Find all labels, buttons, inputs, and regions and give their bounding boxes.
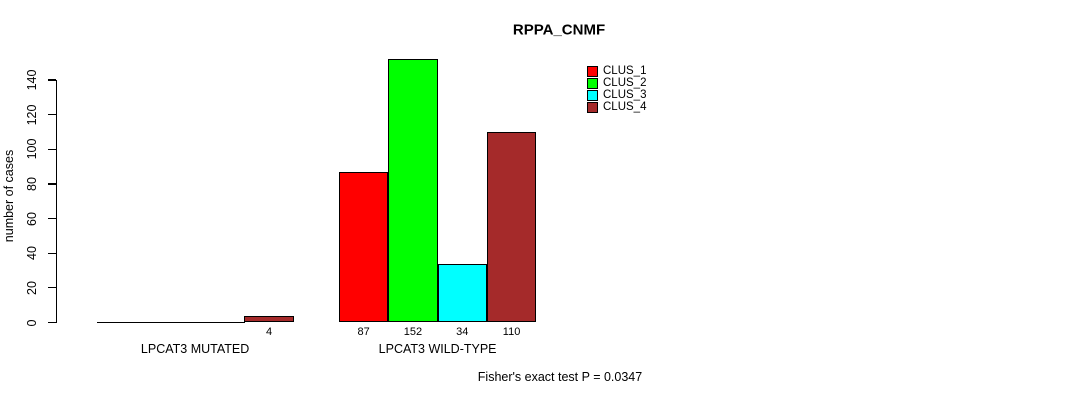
legend-item-clus_1: CLUS_1	[587, 65, 646, 77]
bar-clus_2-group1	[388, 59, 438, 323]
bar-value-label: 87	[357, 326, 370, 338]
legend-swatch	[587, 89, 598, 101]
bar-clus_4-group1	[486, 131, 537, 323]
legend: CLUS_1 CLUS_2 CLUS_3 CLUS_4	[587, 65, 646, 113]
legend-label: CLUS_1	[603, 65, 647, 77]
y-tick-mark	[48, 148, 56, 150]
bar-value-label: 34	[456, 326, 469, 338]
legend-swatch	[587, 65, 598, 77]
bar-value-label: 4	[265, 326, 273, 338]
y-tick-label: 120	[25, 104, 39, 126]
y-tick-mark	[48, 217, 56, 220]
legend-swatch	[587, 101, 598, 113]
x-group-label: LPCAT3 WILD-TYPE	[378, 342, 497, 356]
y-tick-label: 40	[25, 246, 39, 261]
bar-clus_3-group0-zero	[195, 321, 245, 323]
bar-clus_3-group1	[437, 263, 487, 323]
bar-clus_1-group0-zero	[96, 321, 147, 323]
y-tick-label: 100	[25, 138, 39, 160]
y-axis-line	[56, 80, 58, 323]
y-tick-label: 60	[25, 211, 39, 226]
y-tick-label: 20	[25, 280, 39, 295]
legend-label: CLUS_3	[603, 89, 647, 101]
y-tick-mark	[48, 287, 56, 289]
legend-swatch	[587, 77, 598, 89]
y-axis-label: number of cases	[2, 149, 16, 243]
y-tick-mark	[48, 114, 56, 116]
y-tick-mark	[48, 252, 56, 254]
y-tick-label: 0	[25, 319, 39, 326]
stat-annotation: Fisher's exact test P = 0.0347	[477, 370, 643, 384]
chart-title: RPPA_CNMF	[512, 21, 606, 39]
bar-value-label: 152	[403, 326, 423, 338]
bar-value-label: 110	[502, 326, 521, 338]
y-tick-label: 140	[25, 69, 39, 91]
y-tick-label: 80	[25, 176, 39, 191]
legend-label: CLUS_2	[603, 77, 647, 89]
legend-item-clus_4: CLUS_4	[587, 101, 646, 113]
legend-label: CLUS_4	[603, 101, 647, 113]
bar-clus_1-group1	[339, 171, 389, 323]
x-group-label: LPCAT3 MUTATED	[140, 342, 250, 356]
bar-clus_2-group0-zero	[145, 321, 196, 323]
y-tick-mark	[48, 321, 56, 324]
legend-item-clus_3: CLUS_3	[587, 89, 646, 101]
bar-clus_4-group0	[244, 315, 294, 323]
legend-item-clus_2: CLUS_2	[587, 77, 646, 89]
y-tick-mark	[48, 183, 56, 185]
y-tick-mark	[48, 79, 56, 81]
